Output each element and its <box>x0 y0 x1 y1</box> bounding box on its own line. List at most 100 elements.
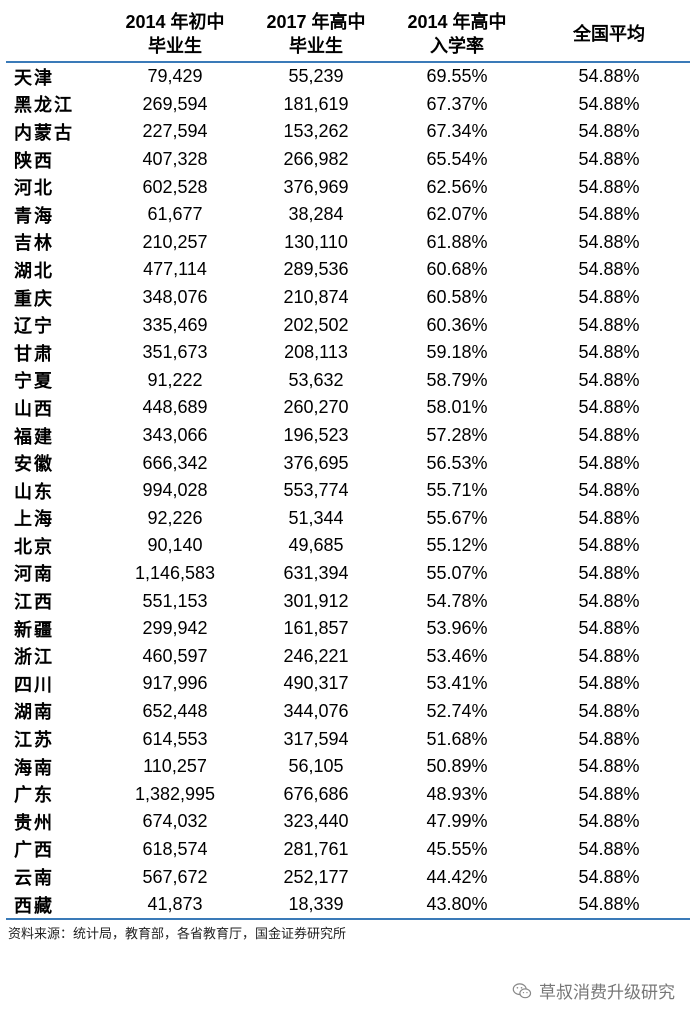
cell-enrollment-rate: 67.34% <box>426 121 488 142</box>
cell-junior-grads-2014: 210,257 <box>142 231 208 252</box>
cell-province: 陕西 <box>14 150 54 171</box>
cell-junior-grads-2014: 602,528 <box>142 176 208 197</box>
cell-national-average: 54.88% <box>578 231 640 252</box>
cell-junior-grads-2014: 567,672 <box>142 866 208 887</box>
cell-national-average: 54.88% <box>578 66 640 87</box>
cell-enrollment-rate: 69.55% <box>426 66 488 87</box>
cell-junior-grads-2014: 407,328 <box>142 149 208 170</box>
cell-province: 宁夏 <box>14 371 54 392</box>
header-enrollment-rate-2014: 2014 年高中 入学率 <box>386 6 528 63</box>
cell-national-average: 54.88% <box>578 121 640 142</box>
cell-province: 河南 <box>14 564 54 585</box>
cell-province: 福建 <box>14 426 54 447</box>
cell-national-average: 54.88% <box>578 811 640 832</box>
cell-junior-grads-2014: 335,469 <box>142 314 208 335</box>
cell-enrollment-rate: 56.53% <box>426 452 488 473</box>
cell-enrollment-rate: 67.37% <box>426 93 488 114</box>
cell-junior-grads-2014: 299,942 <box>142 618 208 639</box>
cell-enrollment-rate: 45.55% <box>426 838 488 859</box>
cell-national-average: 54.88% <box>578 535 640 556</box>
cell-senior-grads-2017: 323,440 <box>283 811 349 832</box>
cell-enrollment-rate: 48.93% <box>426 783 488 804</box>
cell-senior-grads-2017: 130,110 <box>284 231 348 252</box>
cell-junior-grads-2014: 614,553 <box>142 728 208 749</box>
cell-national-average: 54.88% <box>578 480 640 501</box>
header-line: 2017 年高中 <box>266 11 366 32</box>
cell-national-average: 54.88% <box>578 783 640 804</box>
cell-province: 西藏 <box>6 890 104 921</box>
table-row: 上海 92,226 51,344 55.67% 54.88% <box>6 505 690 533</box>
cell-senior-grads-2017: 344,076 <box>283 700 349 721</box>
table-row: 吉林 210,257 130,110 61.88% 54.88% <box>6 229 690 257</box>
cell-senior-grads-2017: 55,239 <box>288 66 344 87</box>
cell-senior-grads-2017: 196,523 <box>283 425 349 446</box>
cell-enrollment-rate: 55.07% <box>426 562 488 583</box>
table-row: 广西 618,574 281,761 45.55% 54.88% <box>6 836 690 864</box>
table-row: 黑龙江 269,594 181,619 67.37% 54.88% <box>6 91 690 119</box>
cell-province: 广东 <box>14 785 54 806</box>
cell-province: 山东 <box>14 481 54 502</box>
cell-junior-grads-2014: 994,028 <box>142 480 208 501</box>
cell-junior-grads-2014: 110,257 <box>143 756 207 777</box>
table-row: 河南 1,146,583 631,394 55.07% 54.88% <box>6 560 690 588</box>
cell-national-average: 54.88% <box>578 342 640 363</box>
cell-enrollment-rate: 65.54% <box>426 149 488 170</box>
cell-national-average: 54.88% <box>578 756 640 777</box>
cell-national-average: 54.88% <box>578 425 640 446</box>
cell-enrollment-rate: 55.12% <box>426 535 488 556</box>
cell-national-average: 54.88% <box>578 645 640 666</box>
table-row: 北京 90,140 49,685 55.12% 54.88% <box>6 532 690 560</box>
cell-junior-grads-2014: 41,873 <box>104 890 246 921</box>
cell-junior-grads-2014: 227,594 <box>142 121 208 142</box>
cell-senior-grads-2017: 53,632 <box>288 369 344 390</box>
cell-senior-grads-2017: 301,912 <box>283 590 349 611</box>
cell-senior-grads-2017: 281,761 <box>283 838 349 859</box>
cell-enrollment-rate: 47.99% <box>426 811 488 832</box>
cell-province: 黑龙江 <box>14 95 74 116</box>
enrollment-table: 2014 年初中 毕业生 2017 年高中 毕业生 2014 年高中 入学率 全… <box>6 6 690 921</box>
header-line: 入学率 <box>430 35 484 56</box>
cell-province: 甘肃 <box>14 343 54 364</box>
table-body: 天津 79,429 55,239 69.55% 54.88% 黑龙江 269,594 181,… <box>6 62 690 921</box>
cell-senior-grads-2017: 252,177 <box>283 866 349 887</box>
table-row: 湖北 477,114 289,536 60.68% 54.88% <box>6 256 690 284</box>
cell-senior-grads-2017: 490,317 <box>283 673 349 694</box>
cell-province: 北京 <box>14 536 54 557</box>
source-note: 资料来源：统计局，教育部，各省教育厅，国金证券研究所 <box>8 927 347 942</box>
cell-province: 江西 <box>14 592 54 613</box>
table-row: 青海 61,677 38,284 62.07% 54.88% <box>6 201 690 229</box>
cell-national-average: 54.88% <box>578 618 640 639</box>
cell-enrollment-rate: 57.28% <box>426 425 488 446</box>
cell-junior-grads-2014: 674,032 <box>142 811 208 832</box>
cell-senior-grads-2017: 289,536 <box>283 259 349 280</box>
cell-national-average: 54.88% <box>578 866 640 887</box>
cell-enrollment-rate: 50.89% <box>426 756 488 777</box>
cell-junior-grads-2014: 343,066 <box>142 425 208 446</box>
table-row: 湖南 652,448 344,076 52.74% 54.88% <box>6 698 690 726</box>
cell-senior-grads-2017: 38,284 <box>288 204 344 225</box>
cell-junior-grads-2014: 917,996 <box>142 673 208 694</box>
table-row: 福建 343,066 196,523 57.28% 54.88% <box>6 422 690 450</box>
cell-junior-grads-2014: 351,673 <box>142 342 208 363</box>
cell-province: 天津 <box>14 67 54 88</box>
cell-national-average: 54.88% <box>578 176 640 197</box>
header-junior-grads-2014: 2014 年初中 毕业生 <box>104 6 246 63</box>
table-row: 陕西 407,328 266,982 65.54% 54.88% <box>6 146 690 174</box>
cell-province: 贵州 <box>14 812 54 833</box>
cell-enrollment-rate: 54.78% <box>426 590 488 611</box>
cell-national-average: 54.88% <box>578 728 640 749</box>
cell-province: 青海 <box>14 205 54 226</box>
cell-junior-grads-2014: 477,114 <box>143 259 207 280</box>
cell-national-average: 54.88% <box>578 397 640 418</box>
cell-junior-grads-2014: 348,076 <box>142 287 208 308</box>
cell-enrollment-rate: 43.80% <box>386 890 528 921</box>
table-row: 海南 110,257 56,105 50.89% 54.88% <box>6 753 690 781</box>
cell-province: 湖南 <box>14 702 54 723</box>
table-row: 贵州 674,032 323,440 47.99% 54.88% <box>6 808 690 836</box>
cell-national-average: 54.88% <box>578 259 640 280</box>
cell-enrollment-rate: 59.18% <box>426 342 488 363</box>
cell-province: 河北 <box>14 178 54 199</box>
cell-enrollment-rate: 60.58% <box>426 287 488 308</box>
cell-province: 海南 <box>14 757 54 778</box>
cell-national-average: 54.88% <box>578 562 640 583</box>
